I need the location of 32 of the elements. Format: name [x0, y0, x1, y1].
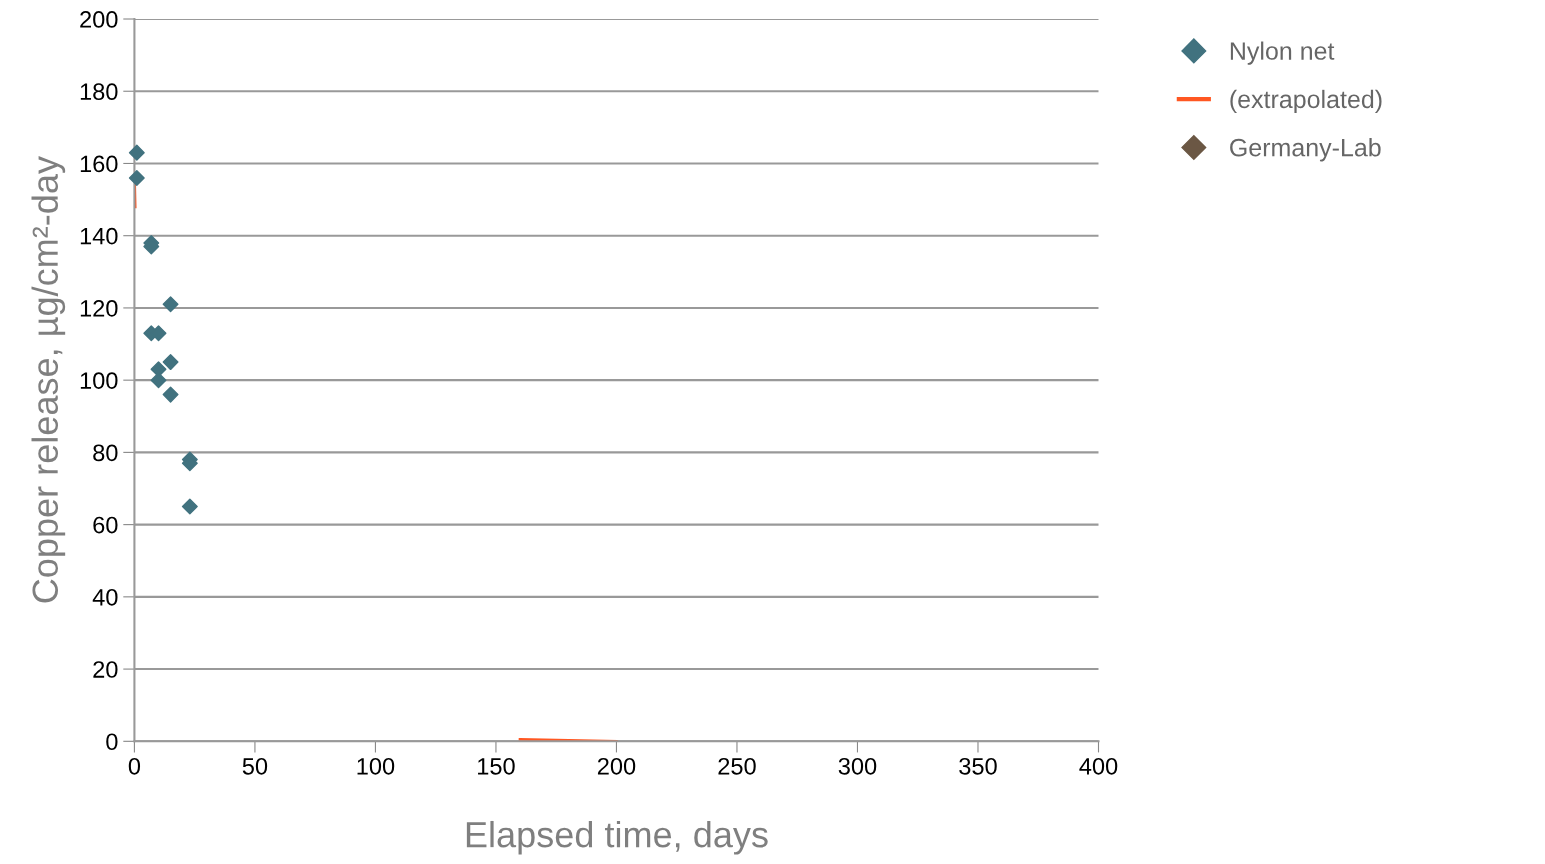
x-tick-label: 300 [838, 757, 877, 775]
y-tick-label: 100 [80, 372, 118, 389]
x-tick-label: 350 [959, 757, 997, 775]
y-tick-label: 80 [93, 444, 118, 462]
y-axis-title: Copper release, µg/cm²-day [31, 156, 66, 603]
point [181, 498, 198, 515]
y-tick-label: 60 [93, 516, 118, 534]
point [162, 354, 179, 371]
x-tick-label: 50 [242, 757, 268, 775]
point [162, 296, 179, 313]
y-tick-label: 160 [80, 155, 118, 173]
y-tick-label: 120 [80, 300, 118, 317]
y-tick-label: 20 [93, 661, 118, 678]
point [150, 372, 167, 389]
x-tick-label: 200 [597, 757, 636, 775]
x-tick-label: 250 [718, 757, 756, 775]
y-tick-label: 40 [92, 588, 118, 606]
point [128, 169, 145, 186]
x-tick-label: 0 [128, 757, 141, 775]
y-tick-label: 180 [80, 83, 118, 101]
point [128, 144, 145, 161]
y-tick-label: 200 [80, 11, 118, 28]
y-tick-label: 0 [106, 733, 118, 751]
x-tick-label: 100 [357, 757, 395, 775]
point [162, 386, 179, 403]
legend-label: Nylon net [1230, 41, 1335, 65]
x-axis-title: Elapsed time, days [466, 820, 768, 855]
x-tick-label: 150 [478, 757, 515, 775]
x-tick-label: 400 [1079, 757, 1118, 775]
y-tick-label: 140 [80, 227, 118, 245]
legend-label: Germany-Lab [1230, 138, 1381, 162]
legend-label: (extrapolated) [1230, 89, 1382, 114]
